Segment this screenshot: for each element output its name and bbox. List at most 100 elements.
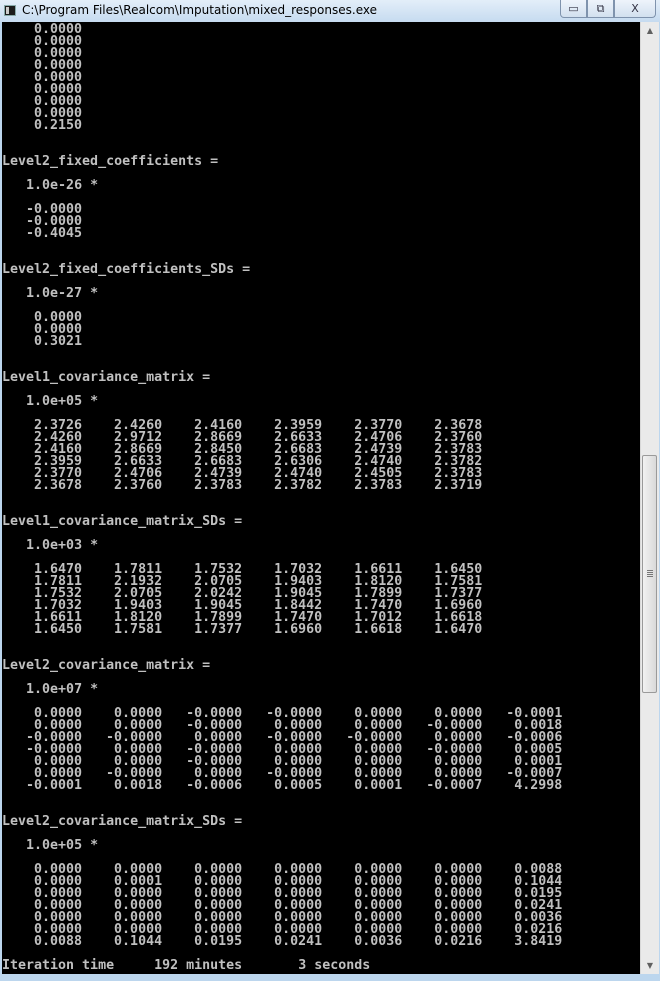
matrix-cell: 0.0000 xyxy=(34,70,83,85)
scale-factor-value: 1.0e+05 * xyxy=(26,394,99,409)
matrix-row: 1.7532 2.0705 2.0242 1.9045 1.7899 1.7377 xyxy=(2,586,562,601)
matrix-cell: 0.0000 xyxy=(354,874,403,889)
scale-factor: 1.0e+05 * xyxy=(2,838,562,853)
scale-factor: 1.0e+03 * xyxy=(2,539,562,552)
window-title: C:\Program Files\Realcom\Imputation\mixe… xyxy=(22,3,377,17)
matrix-row: 1.6470 1.7811 1.7532 1.7032 1.6611 1.6450 xyxy=(2,562,562,577)
console-output[interactable]: 0.0000 0.0000 0.0000 0.0000 0.0000 0.0000 0.00… xyxy=(2,22,640,974)
iteration-label: Iteration time xyxy=(2,958,115,973)
matrix-cell: 2.3782 xyxy=(434,454,483,469)
matrix-cell: 0.0000 xyxy=(34,922,83,937)
matrix-row: 2.3770 2.4706 2.4739 2.4740 2.4505 2.3783 xyxy=(2,466,562,481)
matrix-cell: 0.0000 xyxy=(354,862,403,877)
matrix-cell: 0.0000 xyxy=(274,886,323,901)
matrix-cell: 0.0000 xyxy=(114,706,163,721)
matrix-cell: 0.0000 xyxy=(114,910,163,925)
matrix-cell: 4.2998 xyxy=(514,778,563,793)
matrix-cell: 2.4706 xyxy=(114,466,163,481)
matrix-cell: 0.0000 xyxy=(354,898,403,913)
matrix-cell: 0.1044 xyxy=(514,874,563,889)
section-title: Level1_covariance_matrix = xyxy=(2,370,211,385)
matrix-cell: -0.0001 xyxy=(26,778,83,793)
matrix-cell: 2.1932 xyxy=(114,574,163,589)
matrix-cell: 0.0000 xyxy=(354,706,403,721)
matrix-cell: 0.0000 xyxy=(34,34,83,49)
blank-line xyxy=(2,492,562,504)
matrix-cell: -0.0000 xyxy=(426,742,483,757)
matrix-row: 0.0000 xyxy=(2,47,562,60)
section-title: Level2_fixed_coefficients_SDs = xyxy=(2,262,251,277)
matrix-cell: 0.0000 xyxy=(274,922,323,937)
matrix-cell: 2.8450 xyxy=(194,442,243,457)
matrix-cell: 0.0000 xyxy=(194,730,243,745)
minimize-button[interactable]: ▭ xyxy=(560,0,587,18)
matrix-cell: 0.0000 xyxy=(274,898,323,913)
matrix-cell: 0.2150 xyxy=(34,118,83,133)
matrix-cell: 2.3719 xyxy=(434,478,483,493)
matrix-cell: 0.0000 xyxy=(354,766,403,781)
matrix-cell: 1.6618 xyxy=(434,610,483,625)
matrix-cell: 0.0018 xyxy=(514,718,563,733)
matrix-cell: 0.0216 xyxy=(434,934,483,949)
matrix-cell: 0.0000 xyxy=(34,718,83,733)
matrix-cell: 0.0000 xyxy=(274,742,323,757)
matrix-cell: 1.7377 xyxy=(434,586,483,601)
blank-line xyxy=(2,192,562,204)
matrix-cell: 1.7470 xyxy=(274,610,323,625)
matrix-cell: -0.4045 xyxy=(26,226,83,241)
matrix-cell: 1.7032 xyxy=(34,598,83,613)
scroll-down-icon[interactable]: ▼ xyxy=(646,961,654,970)
matrix-cell: -0.0000 xyxy=(26,730,83,745)
matrix-cell: 0.0000 xyxy=(34,82,83,97)
scrollbar-thumb[interactable] xyxy=(642,455,657,693)
matrix-cell: 2.4505 xyxy=(354,466,403,481)
matrix-cell: -0.0000 xyxy=(106,730,163,745)
matrix-cell: 0.0000 xyxy=(434,730,483,745)
close-button[interactable]: X xyxy=(614,0,656,18)
matrix-row: 2.3678 2.3760 2.3783 2.3782 2.3783 2.3719 xyxy=(2,478,562,493)
matrix-cell: 0.0000 xyxy=(274,862,323,877)
matrix-cell: 2.4740 xyxy=(274,466,323,481)
matrix-cell: 2.6683 xyxy=(274,442,323,457)
matrix-row: 0.0000 0.0000 -0.0000 -0.0000 0.0000 0.0000 -0… xyxy=(2,706,562,721)
scroll-up-icon[interactable]: ▲ xyxy=(646,26,654,35)
matrix-cell: 0.0000 xyxy=(274,874,323,889)
matrix-cell: 1.9403 xyxy=(114,598,163,613)
matrix-cell: 0.0000 xyxy=(34,310,83,325)
matrix-cell: 1.7899 xyxy=(354,586,403,601)
matrix-row: 2.4260 2.9712 2.8669 2.6633 2.4706 2.3760 xyxy=(2,430,562,445)
matrix-row: -0.0000 xyxy=(2,203,562,216)
matrix-row: 0.0000 xyxy=(2,107,562,120)
matrix-cell: 0.0241 xyxy=(514,898,563,913)
matrix-cell: 0.0088 xyxy=(34,934,83,949)
matrix-cell: 1.7811 xyxy=(114,562,163,577)
blank-line xyxy=(2,240,562,252)
matrix-cell: 0.0000 xyxy=(114,922,163,937)
scale-factor: 1.0e+07 * xyxy=(2,683,562,696)
matrix-cell: 2.9712 xyxy=(114,430,163,445)
console-app-icon[interactable] xyxy=(4,5,16,16)
section-title: Level2_covariance_matrix = xyxy=(2,658,211,673)
matrix-cell: 1.6611 xyxy=(354,562,403,577)
scale-factor-value: 1.0e+05 * xyxy=(26,838,99,853)
vertical-scrollbar[interactable]: ▲ ▼ xyxy=(640,22,659,974)
matrix-cell: 2.3678 xyxy=(434,418,483,433)
matrix-cell: 0.0000 xyxy=(434,766,483,781)
title-bar[interactable]: C:\Program Files\Realcom\Imputation\mixe… xyxy=(0,0,660,22)
matrix-cell: 2.3760 xyxy=(434,430,483,445)
matrix-row: 0.0000 0.0000 0.0000 0.0000 0.0000 0.0000 0.01… xyxy=(2,886,563,901)
matrix-cell: 2.4740 xyxy=(354,454,403,469)
maximize-button[interactable]: ⧉ xyxy=(587,0,614,18)
matrix-cell: 1.9403 xyxy=(274,574,323,589)
matrix-cell: 0.0000 xyxy=(434,886,483,901)
matrix-cell: 0.0195 xyxy=(514,886,563,901)
matrix-row: 1.7811 2.1932 2.0705 1.9403 1.8120 1.7581 xyxy=(2,574,562,589)
matrix-row: 0.0000 0.0000 0.0000 0.0000 0.0000 0.0000 0.02… xyxy=(2,922,562,937)
matrix-cell: 1.6470 xyxy=(434,622,483,637)
matrix-cell: 0.0000 xyxy=(114,718,163,733)
matrix-cell: 3.8419 xyxy=(514,934,563,949)
matrix-cell: 0.0000 xyxy=(274,718,323,733)
blank-line xyxy=(2,300,562,312)
matrix-cell: 0.0000 xyxy=(274,910,323,925)
matrix-cell: 2.6683 xyxy=(194,454,243,469)
